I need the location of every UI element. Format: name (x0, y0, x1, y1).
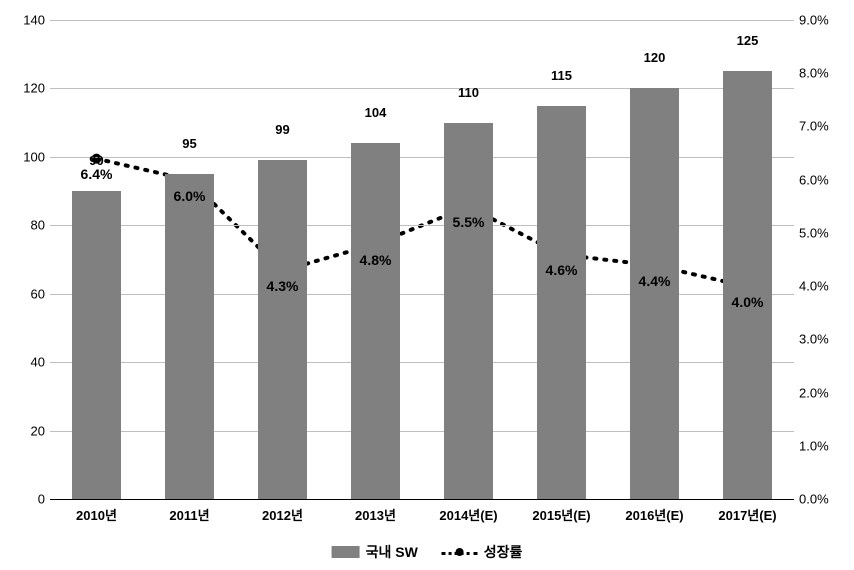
growth-value-label: 4.3% (267, 278, 299, 294)
legend-bar-label: 국내 SW (366, 542, 418, 562)
bar-value-label: 104 (365, 105, 387, 124)
bar-wrap: 992012년 (236, 20, 329, 499)
bar (351, 143, 399, 499)
legend-item-line: 성장률 (442, 542, 523, 562)
bar-wrap: 1102014년(E) (422, 20, 515, 499)
bar-value-label: 95 (182, 136, 196, 155)
legend: 국내 SW 성장률 (332, 542, 523, 562)
growth-value-label: 6.4% (81, 166, 113, 182)
bar-wrap: 1252017년(E) (701, 20, 794, 499)
y-right-tick-label: 6.0% (799, 172, 839, 187)
growth-value-label: 6.0% (174, 188, 206, 204)
y-left-tick-label: 40 (15, 355, 45, 370)
bar-value-label: 125 (737, 33, 759, 52)
y-right-tick-label: 0.0% (799, 492, 839, 507)
y-right-tick-label: 1.0% (799, 438, 839, 453)
x-tick-label: 2012년 (262, 505, 303, 524)
y-left-tick-label: 60 (15, 286, 45, 301)
legend-bar-swatch (332, 546, 360, 558)
bar-wrap: 1202016년(E) (608, 20, 701, 499)
x-tick-label: 2014년(E) (439, 505, 497, 524)
bar-value-label: 115 (551, 68, 572, 87)
bars-group: 902010년952011년992012년1042013년1102014년(E)… (50, 20, 794, 499)
legend-line-label: 성장률 (484, 542, 523, 562)
bar-wrap: 1152015년(E) (515, 20, 608, 499)
bar (630, 88, 678, 499)
x-tick-label: 2016년(E) (625, 505, 683, 524)
y-left-tick-label: 0 (15, 492, 45, 507)
growth-value-label: 4.8% (360, 252, 392, 268)
bar (72, 191, 120, 499)
x-tick-label: 2017년(E) (718, 505, 776, 524)
y-right-tick-label: 7.0% (799, 119, 839, 134)
y-left-tick-label: 20 (15, 423, 45, 438)
chart-container: 0 20 40 60 80 100 120 140 0.0% 1.0% 2.0% 3.0% 4.0% 5.… (0, 0, 854, 570)
x-tick-label: 2010년 (76, 505, 117, 524)
y-left-tick-label: 120 (15, 81, 45, 96)
y-left-tick-label: 140 (15, 13, 45, 28)
y-right-tick-label: 9.0% (799, 13, 839, 28)
bar (444, 123, 492, 499)
x-tick-label: 2011년 (169, 505, 209, 524)
y-right-tick-label: 4.0% (799, 279, 839, 294)
y-right-tick-label: 3.0% (799, 332, 839, 347)
y-right-tick-label: 8.0% (799, 66, 839, 81)
x-tick-label: 2015년(E) (532, 505, 590, 524)
x-tick-label: 2013년 (355, 505, 396, 524)
bar-value-label: 99 (275, 122, 289, 141)
legend-item-bar: 국내 SW (332, 542, 418, 562)
y-left-tick-label: 80 (15, 218, 45, 233)
bar-wrap: 902010년 (50, 20, 143, 499)
growth-value-label: 4.6% (546, 262, 578, 278)
growth-value-label: 5.5% (453, 214, 485, 230)
bar-value-label: 120 (644, 50, 666, 69)
bar (258, 160, 306, 499)
legend-line-swatch (442, 545, 478, 559)
growth-value-label: 4.4% (639, 273, 671, 289)
growth-value-label: 4.0% (732, 294, 764, 310)
y-right-tick-label: 5.0% (799, 225, 839, 240)
bar-wrap: 952011년 (143, 20, 236, 499)
bar-value-label: 110 (458, 85, 479, 104)
bar (165, 174, 213, 499)
bar (537, 106, 585, 499)
plot-area: 0204060801001201400.0%1.0%2.0%3.0%4.0%5.… (50, 20, 794, 500)
y-right-tick-label: 2.0% (799, 385, 839, 400)
y-left-tick-label: 100 (15, 149, 45, 164)
bar (723, 71, 771, 499)
